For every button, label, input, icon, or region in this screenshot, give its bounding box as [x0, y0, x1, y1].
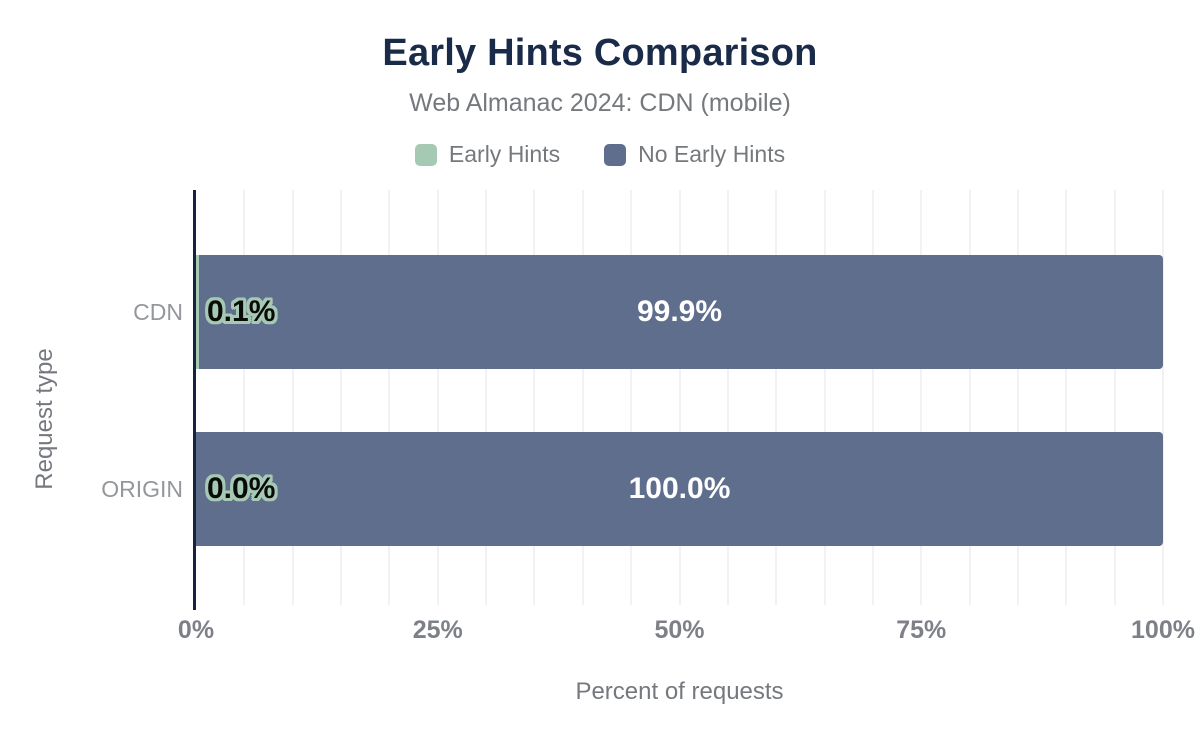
x-tick-25: 25% — [412, 616, 463, 644]
legend-label: Early Hints — [448, 141, 561, 167]
gridline — [1016, 190, 1019, 605]
gridline — [243, 190, 246, 605]
x-tick-100: 100% — [1131, 616, 1195, 644]
legend-label: No Early Hints — [638, 141, 786, 167]
chart-title: Early Hints Comparison — [382, 32, 818, 74]
gridline — [871, 190, 874, 605]
gridline — [823, 190, 826, 605]
gridline — [388, 190, 391, 605]
gridline — [1162, 190, 1164, 605]
legend: Early Hints No Early Hints — [0, 141, 1200, 168]
gridline — [726, 190, 729, 605]
bar-origin-value-no-early-hints: 100.0% — [628, 472, 731, 505]
x-tick-0: 0% — [177, 616, 215, 644]
gridline — [1113, 190, 1116, 605]
legend-item-early-hints[interactable]: Early Hints — [414, 141, 561, 168]
y-axis-title: Request type — [31, 348, 58, 490]
bar-origin: 100.0% 0.0% — [196, 432, 1163, 546]
gridline — [340, 190, 343, 605]
x-tick-75: 75% — [896, 616, 947, 644]
category-label-cdn: CDN — [133, 299, 183, 325]
gridline — [291, 190, 294, 605]
gridline — [533, 190, 536, 605]
category-label-origin: ORIGIN — [101, 476, 183, 502]
gridline — [968, 190, 971, 605]
gridline — [678, 190, 681, 605]
legend-swatch-early-hints-icon — [414, 143, 437, 166]
bar-cdn-value-early-hints: 0.1% — [207, 295, 276, 328]
gridline — [581, 190, 584, 605]
plot-area: 99.9% 0.1% 100.0% 0.0% — [196, 190, 1164, 605]
x-tick-50: 50% — [654, 616, 705, 644]
bar-origin-segment-no-early-hints — [196, 432, 1163, 546]
chart-subtitle: Web Almanac 2024: CDN (mobile) — [409, 89, 791, 117]
bar-cdn-value-no-early-hints: 99.9% — [636, 295, 723, 328]
gridline — [436, 190, 439, 605]
bar-cdn-segment-no-early-hints — [199, 255, 1163, 369]
gridline — [920, 190, 923, 605]
x-axis-title: Percent of requests — [575, 678, 784, 705]
gridline — [630, 190, 633, 605]
bar-origin-value-early-hints: 0.0% — [207, 472, 276, 505]
gridline — [775, 190, 778, 605]
gridline — [485, 190, 488, 605]
bar-cdn: 99.9% 0.1% — [196, 255, 1163, 369]
gridline — [1065, 190, 1068, 605]
legend-swatch-no-early-hints-icon — [604, 143, 627, 166]
y-axis-line — [193, 190, 196, 610]
legend-item-no-early-hints[interactable]: No Early Hints — [604, 141, 785, 168]
bar-cdn-segment-early-hints — [196, 255, 199, 369]
